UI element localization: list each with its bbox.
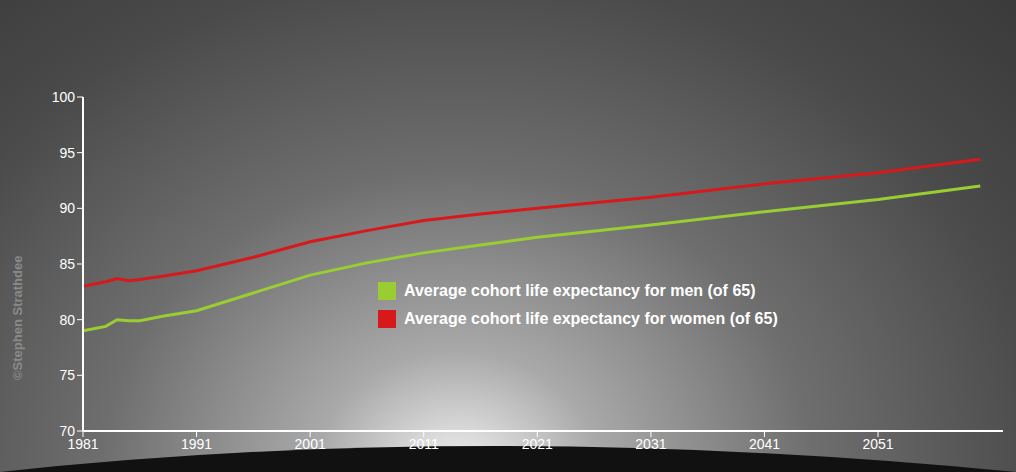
svg-text:75: 75 [59, 367, 75, 383]
svg-text:1981: 1981 [67, 435, 99, 452]
svg-text:2011: 2011 [409, 436, 439, 452]
svg-text:90: 90 [59, 200, 75, 216]
svg-text:95: 95 [59, 145, 75, 161]
svg-text:100: 100 [52, 89, 76, 105]
html-text:©Stephen Strathdee: ©Stephen Strathdee [10, 255, 25, 380]
html-text:Average cohort life expectancy: Average cohort life expectancy for men (… [404, 282, 756, 299]
svg-text:2021: 2021 [522, 436, 553, 452]
svg-text:1991: 1991 [181, 436, 212, 452]
svg-text:85: 85 [59, 256, 75, 272]
html-text:Average cohort life expectancy: Average cohort life expectancy for women… [404, 310, 778, 327]
svg-text:70: 70 [59, 423, 75, 439]
svg-text:2001: 2001 [295, 436, 326, 452]
svg-text:2041: 2041 [749, 436, 780, 452]
svg-text:2031: 2031 [635, 436, 666, 452]
svg-text:80: 80 [59, 312, 75, 328]
svg-text:2051: 2051 [862, 436, 893, 452]
